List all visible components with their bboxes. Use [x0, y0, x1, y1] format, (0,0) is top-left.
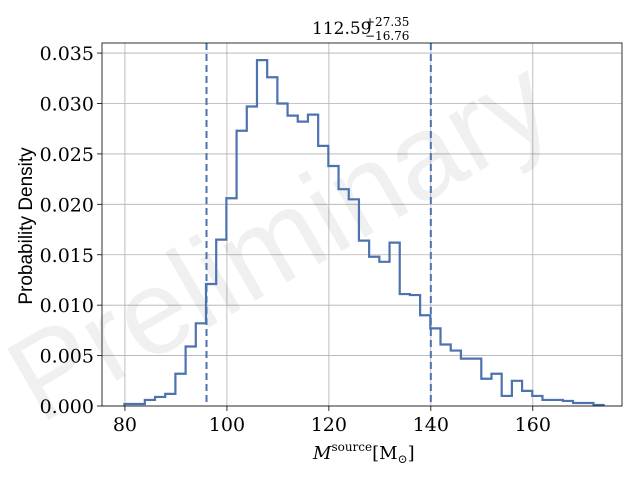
histogram-step-line	[123, 59, 605, 407]
x-axis-label: Msource[M⊙]	[312, 440, 415, 466]
x-axis-label-unit-sub: ⊙	[398, 452, 408, 466]
y-axis-label: Probability Density	[16, 147, 37, 305]
y-tick-label: 0.025	[40, 144, 94, 166]
y-tick-label: 0.000	[40, 396, 94, 418]
x-axis-label-unit: [M	[372, 443, 397, 464]
y-tick-label: 0.015	[40, 245, 94, 267]
x-tick-label: 80	[113, 414, 137, 436]
y-tick-label: 0.010	[40, 295, 94, 317]
title-lower-error: −16.76	[365, 29, 409, 43]
y-tick-label: 0.005	[40, 346, 94, 368]
x-axis-ticks: 80 100 120 140 160	[113, 406, 551, 436]
x-tick-label: 100	[209, 414, 245, 436]
y-axis-ticks: 0.000 0.005 0.010 0.015 0.020 0.025 0.030 0.035	[40, 43, 102, 418]
x-tick-label: 140	[413, 414, 449, 436]
y-tick-label: 0.020	[40, 194, 94, 216]
x-axis-label-sup: source	[331, 440, 372, 454]
x-tick-label: 120	[311, 414, 347, 436]
histogram	[123, 59, 605, 407]
x-axis-label-symbol: M	[312, 443, 332, 464]
x-axis-label-unit-close: ]	[408, 443, 415, 464]
y-tick-label: 0.035	[40, 43, 94, 65]
x-tick-label: 160	[515, 414, 551, 436]
credible-interval-lines	[205, 43, 432, 406]
title-upper-error: +27.35	[365, 15, 409, 29]
title-value: 112.59	[312, 19, 371, 39]
y-tick-label: 0.030	[40, 94, 94, 116]
plot-frame	[101, 42, 623, 407]
chart-title: 112.59	[312, 19, 371, 39]
